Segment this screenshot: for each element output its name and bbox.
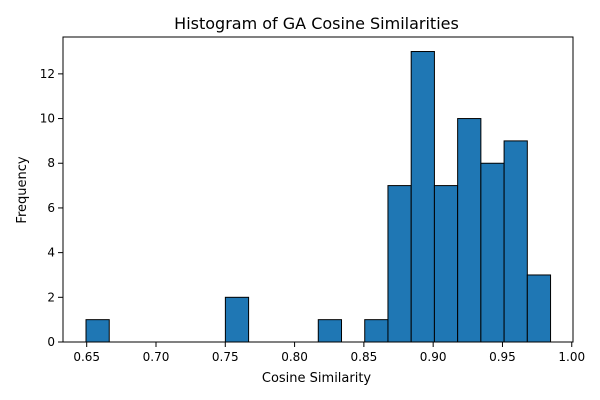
y-axis: 0 2 4 6 8 10 12 bbox=[40, 67, 63, 349]
y-tick-label: 6 bbox=[47, 201, 55, 215]
plot-frame bbox=[62, 36, 574, 343]
histogram-bar bbox=[433, 185, 459, 343]
y-tick-label: 0 bbox=[47, 335, 55, 349]
x-tick-label: 1.00 bbox=[558, 350, 585, 364]
y-tick-label: 12 bbox=[40, 67, 55, 81]
x-tick-label: 0.80 bbox=[281, 350, 308, 364]
x-tick-label: 0.85 bbox=[351, 350, 378, 364]
histogram-bar bbox=[480, 162, 505, 343]
histogram-bar bbox=[410, 51, 435, 343]
y-axis-label: Frequency bbox=[15, 156, 30, 223]
histogram-bar bbox=[503, 140, 528, 343]
y-tick-label: 10 bbox=[40, 112, 55, 126]
x-axis: 0.65 0.70 0.75 0.80 0.85 0.90 0.95 1.00 bbox=[73, 342, 585, 364]
y-tick-label: 2 bbox=[47, 290, 55, 304]
histogram-bar bbox=[224, 296, 250, 343]
histogram-bar bbox=[317, 319, 343, 343]
x-axis-label: Cosine Similarity bbox=[262, 371, 372, 386]
x-tick-label: 0.95 bbox=[489, 350, 516, 364]
histogram-bar bbox=[364, 319, 389, 343]
bars-group bbox=[85, 51, 552, 343]
x-tick-label: 0.70 bbox=[143, 350, 170, 364]
chart-title: Histogram of GA Cosine Similarities bbox=[174, 14, 459, 33]
x-tick-label: 0.65 bbox=[73, 350, 100, 364]
histogram-bar bbox=[85, 319, 110, 343]
histogram-bar bbox=[526, 274, 552, 343]
histogram-bar bbox=[387, 185, 412, 343]
y-tick-label: 8 bbox=[47, 156, 55, 170]
x-tick-label: 0.90 bbox=[420, 350, 447, 364]
histogram-bar bbox=[457, 118, 482, 343]
y-tick-label: 4 bbox=[47, 246, 55, 260]
x-tick-label: 0.75 bbox=[212, 350, 239, 364]
